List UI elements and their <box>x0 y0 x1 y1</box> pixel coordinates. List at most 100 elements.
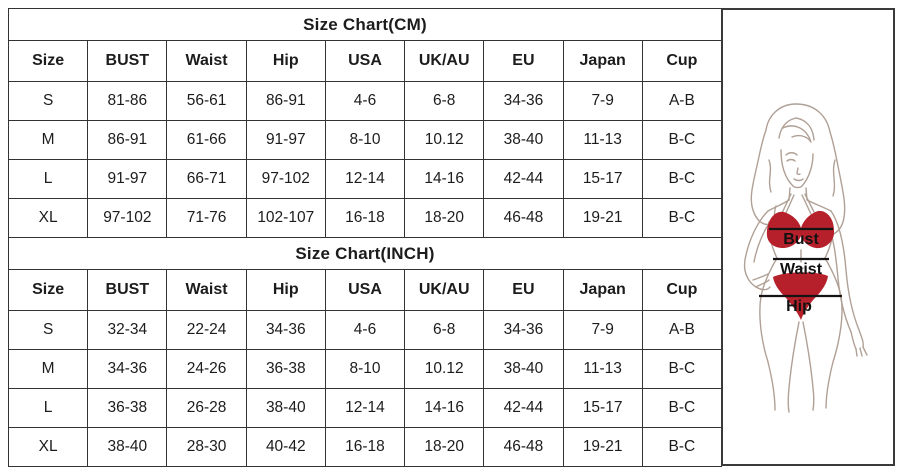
value-cell: 46-48 <box>483 198 564 238</box>
column-header: Hip <box>245 269 326 311</box>
table-row: L 91-97 66-71 97-102 12-14 14-16 42-44 15-17 B-C <box>7 159 723 199</box>
value-cell: B-C <box>641 159 723 199</box>
table-row: XL 97-102 71-76 102-107 16-18 18-20 46-48 19-21… <box>7 198 723 238</box>
column-header: BUST <box>87 269 168 311</box>
value-cell: 34-36 <box>483 81 564 121</box>
value-cell: 8-10 <box>324 349 406 389</box>
value-cell: 38-40 <box>483 349 564 389</box>
value-cell: 10.12 <box>404 120 485 160</box>
value-cell: B-C <box>641 120 723 160</box>
column-header: Hip <box>245 40 326 82</box>
section-title-row: Size Chart(INCH) <box>8 237 722 270</box>
column-header: UK/AU <box>404 269 485 311</box>
size-cell: L <box>7 159 89 199</box>
column-header: USA <box>324 269 406 311</box>
value-cell: 42-44 <box>483 388 564 428</box>
column-header-row: Size BUST Waist Hip USA UK/AU EU Japan Cup <box>7 269 723 311</box>
value-cell: 61-66 <box>166 120 247 160</box>
section-title: Size Chart(CM) <box>8 8 722 41</box>
column-header: Cup <box>641 269 723 311</box>
value-cell: B-C <box>641 198 723 238</box>
value-cell: B-C <box>641 388 723 428</box>
value-cell: 97-102 <box>87 198 168 238</box>
value-cell: 14-16 <box>404 159 485 199</box>
table-row: L 36-38 26-28 38-40 12-14 14-16 42-44 15-17 B-C <box>7 388 723 428</box>
value-cell: 7-9 <box>562 310 643 350</box>
value-cell: 19-21 <box>562 427 643 467</box>
value-cell: B-C <box>641 427 723 467</box>
value-cell: 86-91 <box>87 120 168 160</box>
value-cell: 19-21 <box>562 198 643 238</box>
value-cell: 38-40 <box>483 120 564 160</box>
table-row: M 34-36 24-26 36-38 8-10 10.12 38-40 11-13 B-C <box>7 349 723 389</box>
value-cell: 66-71 <box>166 159 247 199</box>
table-row: XL 38-40 28-30 40-42 16-18 18-20 46-48 19-21 B-C <box>7 427 723 467</box>
value-cell: 24-26 <box>166 349 247 389</box>
value-cell: 18-20 <box>404 427 485 467</box>
value-cell: 71-76 <box>166 198 247 238</box>
value-cell: 12-14 <box>324 388 406 428</box>
column-header: USA <box>324 40 406 82</box>
value-cell: 32-34 <box>87 310 168 350</box>
column-header: EU <box>483 40 564 82</box>
column-header-row: Size BUST Waist Hip USA UK/AU EU Japan Cup <box>7 40 723 82</box>
value-cell: 15-17 <box>562 388 643 428</box>
value-cell: A-B <box>641 310 723 350</box>
value-cell: 34-36 <box>483 310 564 350</box>
woman-figure-illustration: Bust Waist Hip <box>743 103 868 413</box>
value-cell: 4-6 <box>324 310 406 350</box>
value-cell: 26-28 <box>166 388 247 428</box>
value-cell: 46-48 <box>483 427 564 467</box>
value-cell: 34-36 <box>87 349 168 389</box>
size-chart-table: Size Chart(CM) Size BUST Waist Hip USA UK/AU EU… <box>7 8 723 467</box>
value-cell: 8-10 <box>324 120 406 160</box>
measurement-lines <box>759 227 842 298</box>
value-cell: 7-9 <box>562 81 643 121</box>
value-cell: 91-97 <box>245 120 326 160</box>
table-row: M 86-91 61-66 91-97 8-10 10.12 38-40 11-13 B-C <box>7 120 723 160</box>
value-cell: 11-13 <box>562 349 643 389</box>
value-cell: 102-107 <box>245 198 326 238</box>
value-cell: 91-97 <box>87 159 168 199</box>
column-header: BUST <box>87 40 168 82</box>
column-header: EU <box>483 269 564 311</box>
size-cell: M <box>7 120 89 160</box>
measurement-figure-panel: Bust Waist Hip <box>721 8 895 466</box>
value-cell: 11-13 <box>562 120 643 160</box>
value-cell: 86-91 <box>245 81 326 121</box>
value-cell: 36-38 <box>245 349 326 389</box>
column-header: Japan <box>562 40 643 82</box>
table-row: S 32-34 22-24 34-36 4-6 6-8 34-36 7-9 A-B <box>7 310 723 350</box>
value-cell: 38-40 <box>245 388 326 428</box>
waist-label: Waist <box>780 261 823 278</box>
value-cell: 10.12 <box>404 349 485 389</box>
value-cell: 81-86 <box>87 81 168 121</box>
value-cell: 28-30 <box>166 427 247 467</box>
value-cell: 16-18 <box>324 198 406 238</box>
value-cell: 42-44 <box>483 159 564 199</box>
value-cell: 22-24 <box>166 310 247 350</box>
value-cell: 16-18 <box>324 427 406 467</box>
value-cell: 97-102 <box>245 159 326 199</box>
bust-label: Bust <box>783 231 819 248</box>
value-cell: 4-6 <box>324 81 406 121</box>
value-cell: 34-36 <box>245 310 326 350</box>
column-header: Size <box>7 40 89 82</box>
value-cell: 38-40 <box>87 427 168 467</box>
section-title-row: Size Chart(CM) <box>8 8 722 41</box>
size-cell: S <box>7 310 89 350</box>
column-header: Waist <box>166 269 247 311</box>
value-cell: 6-8 <box>404 310 485 350</box>
section-title: Size Chart(INCH) <box>8 237 722 270</box>
column-header: Japan <box>562 269 643 311</box>
value-cell: 15-17 <box>562 159 643 199</box>
value-cell: 6-8 <box>404 81 485 121</box>
hip-label: Hip <box>786 298 812 315</box>
size-cell: M <box>7 349 89 389</box>
value-cell: 36-38 <box>87 388 168 428</box>
size-cell: XL <box>7 427 89 467</box>
value-cell: 12-14 <box>324 159 406 199</box>
column-header: Cup <box>641 40 723 82</box>
value-cell: B-C <box>641 349 723 389</box>
